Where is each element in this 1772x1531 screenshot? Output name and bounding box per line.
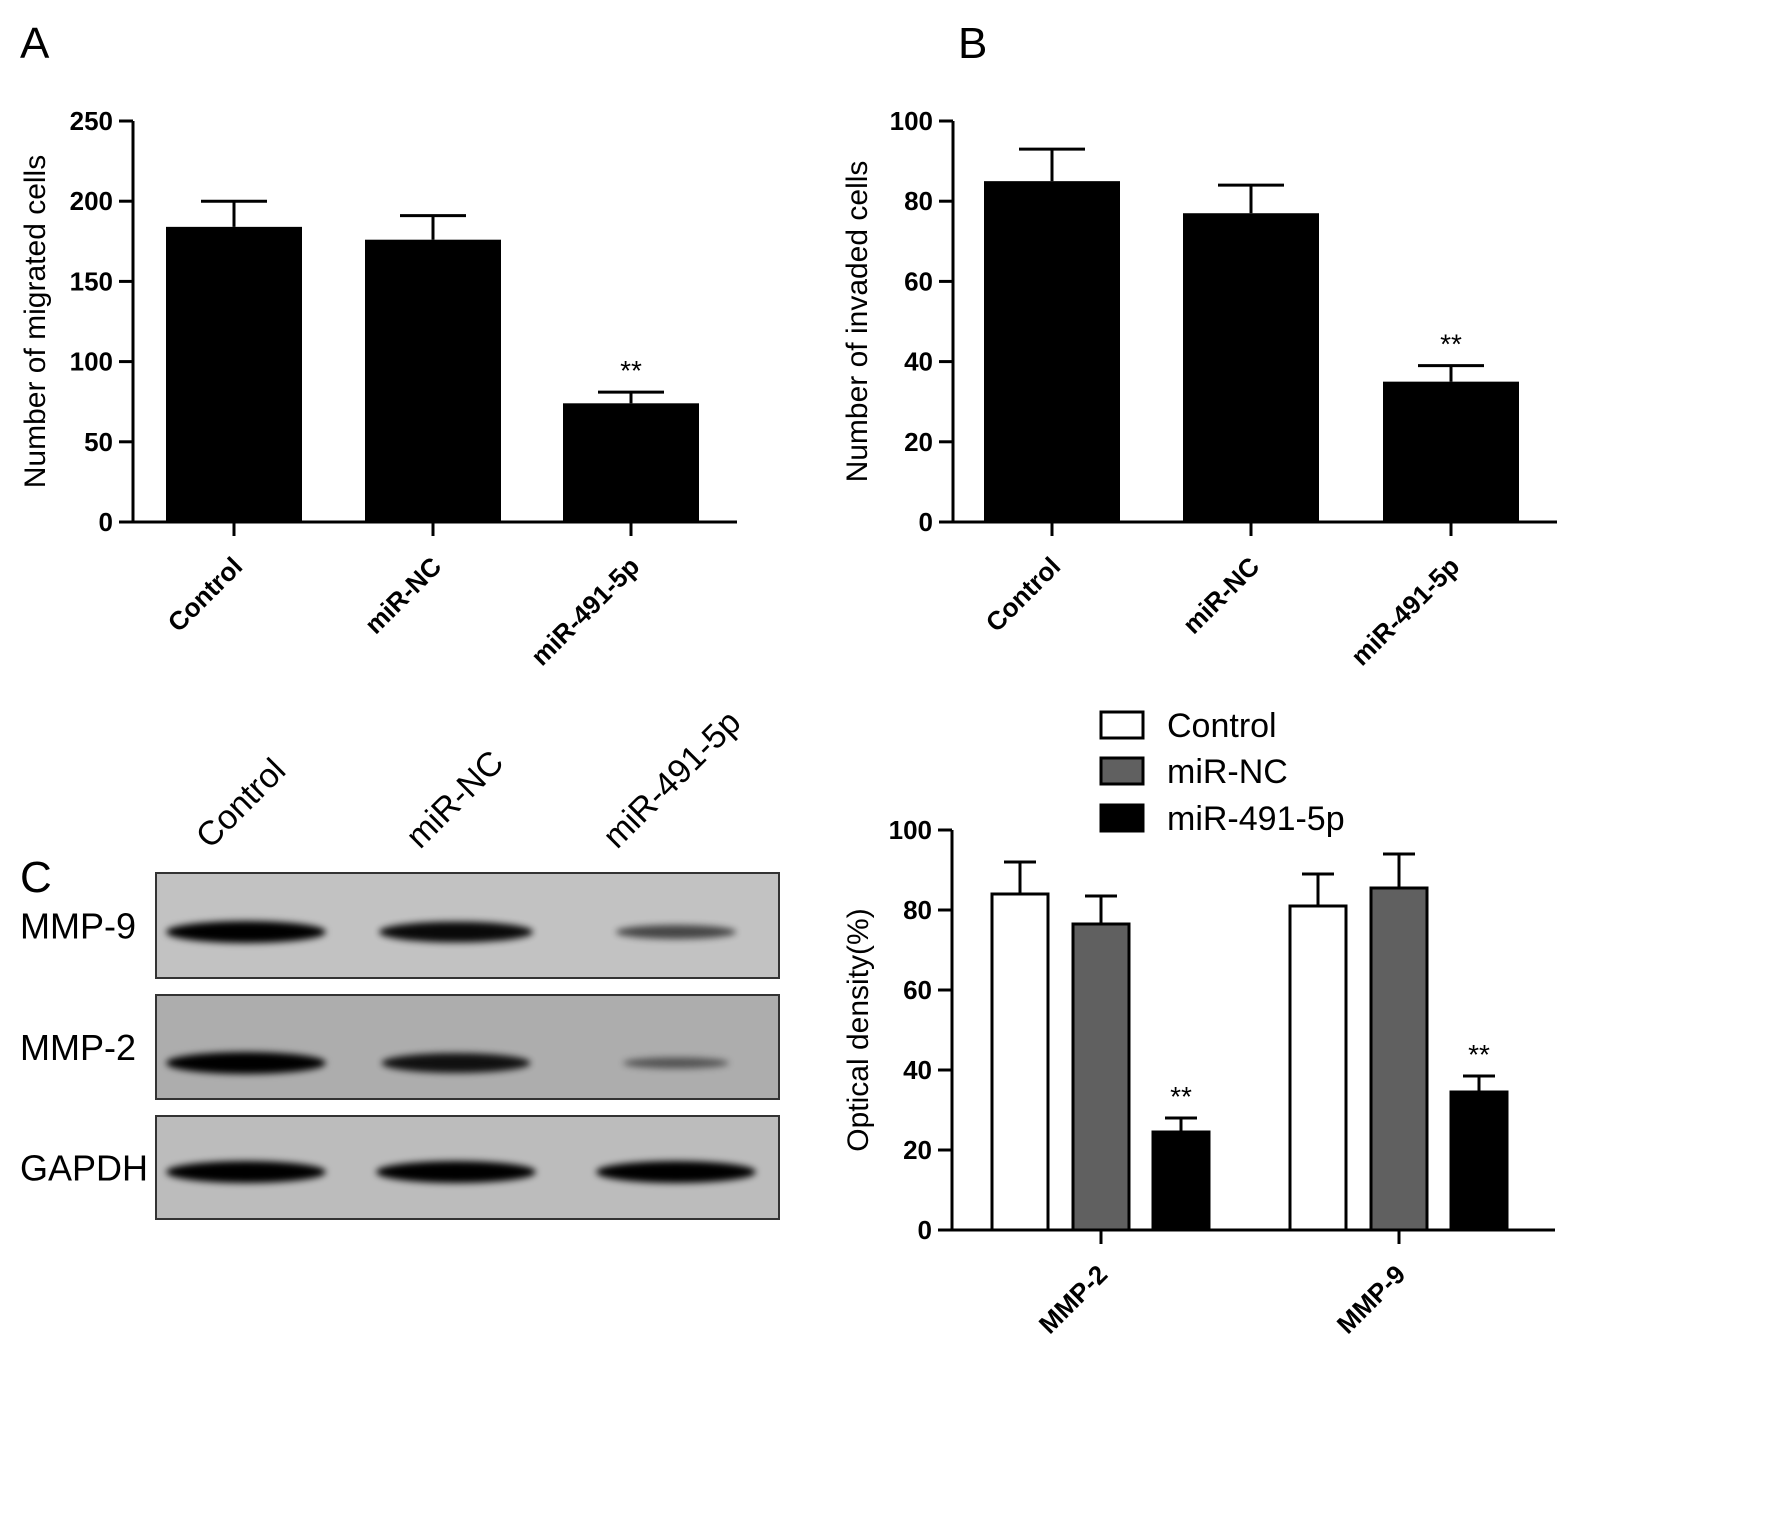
x-tick-label: miR-NC [359, 551, 448, 640]
chart-b: 0 20 40 60 80 100 Number of invaded cells Contr… [841, 106, 1557, 671]
blot-band [615, 924, 737, 940]
bar [990, 892, 1050, 1232]
y-axis-label: Number of invaded cells [841, 161, 874, 483]
panel-letter-c: C [20, 853, 52, 902]
western-blot: Control miR-NC miR-491-5p MMP-9 MMP-2 GAPDH [20, 703, 780, 1220]
blot-band [166, 921, 326, 943]
y-tick-label: 80 [904, 186, 933, 216]
y-tick-label: 40 [903, 1055, 932, 1085]
legend-swatch [1099, 756, 1145, 786]
significance-label: ** [1440, 329, 1462, 360]
bar [365, 239, 501, 523]
x-tick-label: Control [162, 551, 249, 638]
y-tick-label: 60 [904, 266, 933, 296]
y-tick-label: 100 [889, 815, 932, 845]
y-tick-label: 50 [84, 427, 113, 457]
blot-band [378, 921, 534, 943]
row-label: MMP-2 [20, 1027, 136, 1068]
x-tick-label: miR-NC [1177, 551, 1266, 640]
row-label: GAPDH [20, 1148, 148, 1189]
blot-band [166, 1052, 326, 1074]
blot-band [623, 1057, 729, 1069]
x-tick-label: Control [980, 551, 1067, 638]
significance-label: ** [1468, 1039, 1490, 1070]
panel-letter-b: B [958, 19, 987, 68]
y-tick-label: 200 [70, 186, 113, 216]
legend-label: miR-NC [1167, 753, 1288, 791]
y-tick-label: 60 [903, 975, 932, 1005]
y-tick-label: 0 [919, 507, 933, 537]
y-tick-label: 100 [890, 106, 933, 136]
bar [1151, 1130, 1211, 1232]
y-axis-label: Number of migrated cells [19, 155, 52, 488]
legend-swatch [1099, 710, 1145, 740]
blot-band [376, 1161, 536, 1183]
y-tick-label: 20 [903, 1135, 932, 1165]
y-tick-label: 0 [918, 1215, 932, 1245]
x-tick-label: miR-491-5p [1345, 551, 1465, 671]
blot-band [596, 1161, 756, 1183]
lane-label: Control [189, 751, 293, 855]
chart-a: 0 50 100 150 200 250 Number of migrated cells C… [19, 106, 737, 671]
chart-c: 0 20 40 60 80 100 Optical density(%) ** MMP-2 ** M… [842, 707, 1555, 1339]
x-tick-label: miR-491-5p [525, 551, 645, 671]
y-tick-label: 20 [904, 427, 933, 457]
legend: Control miR-NC miR-491-5p [1099, 707, 1345, 838]
y-tick-label: 250 [70, 106, 113, 136]
bar [1071, 922, 1131, 1232]
bar [1383, 381, 1519, 522]
legend-label: miR-491-5p [1167, 800, 1345, 838]
legend-label: Control [1167, 707, 1277, 745]
y-tick-label: 100 [70, 347, 113, 377]
y-tick-label: 80 [903, 895, 932, 925]
y-axis-label: Optical density(%) [842, 908, 875, 1151]
y-tick-label: 150 [70, 266, 113, 296]
significance-label: ** [1170, 1081, 1192, 1112]
lane-label: miR-491-5p [596, 703, 748, 855]
legend-swatch [1099, 803, 1145, 833]
x-tick-label: MMP-9 [1331, 1259, 1411, 1339]
y-tick-label: 0 [99, 507, 113, 537]
lane-label: miR-NC [399, 743, 511, 855]
row-label: MMP-9 [20, 906, 136, 947]
significance-label: ** [620, 355, 642, 386]
bar [1369, 886, 1429, 1232]
panel-letter-a: A [20, 19, 50, 68]
bar [984, 181, 1120, 522]
blot-strip [155, 994, 780, 1100]
blot-band [166, 1161, 326, 1183]
x-tick-label: MMP-2 [1033, 1259, 1113, 1339]
bar [1449, 1090, 1509, 1232]
bar [1183, 213, 1319, 523]
y-tick-label: 40 [904, 347, 933, 377]
bar [563, 403, 699, 522]
bar [166, 226, 302, 522]
blot-band [381, 1053, 531, 1073]
bar [1288, 904, 1348, 1232]
